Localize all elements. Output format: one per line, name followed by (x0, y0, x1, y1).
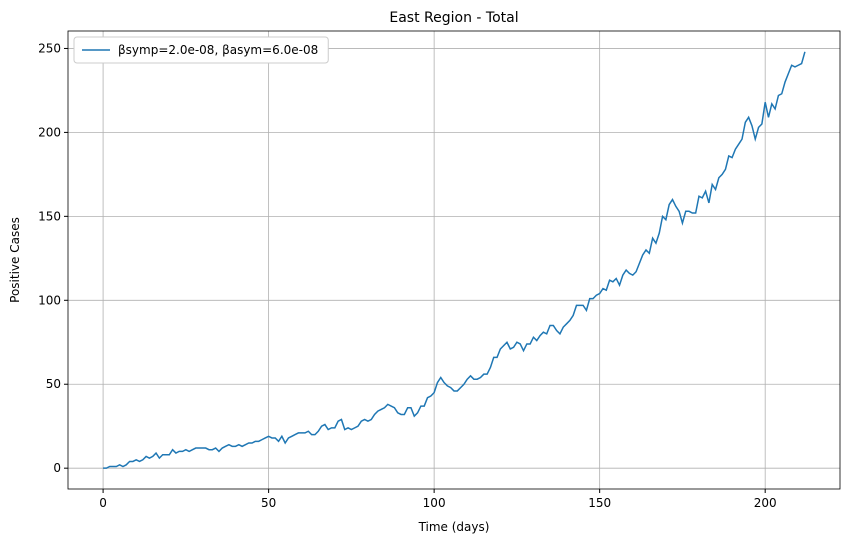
y-tick-label: 250 (38, 41, 61, 55)
y-tick-label: 50 (46, 377, 61, 391)
x-tick-label: 200 (754, 496, 777, 510)
x-tick-label: 150 (588, 496, 611, 510)
y-tick-label: 0 (53, 461, 61, 475)
line-series (103, 51, 806, 469)
plot-frame (67, 30, 841, 490)
y-tick-label: 150 (38, 209, 61, 223)
x-axis-label: Time (days) (418, 520, 490, 534)
chart-title: East Region - Total (389, 10, 518, 26)
x-tick-label: 100 (423, 496, 446, 510)
legend-label: βsymp=2.0e-08, βasym=6.0e-08 (118, 43, 318, 57)
y-axis-label: Positive Cases (8, 217, 22, 303)
x-tick-label: 0 (99, 496, 107, 510)
x-tick-label: 50 (261, 496, 276, 510)
y-tick-label: 100 (38, 293, 61, 307)
legend (73, 36, 329, 64)
y-tick-label: 200 (38, 125, 61, 139)
